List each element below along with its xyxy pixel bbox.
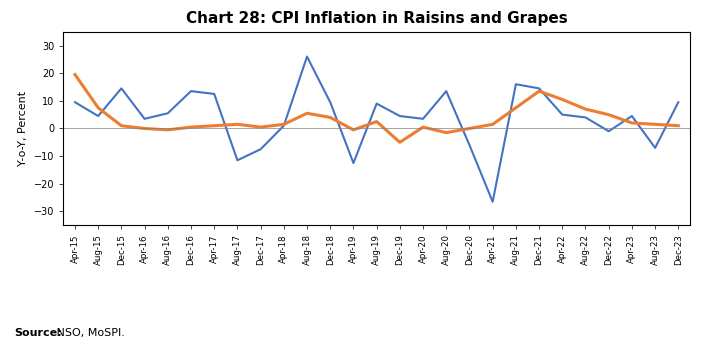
Grapes CPI Y-o-Y bbox=[279, 124, 288, 128]
Raisin CPI Y-o-Y bbox=[674, 124, 683, 128]
Raisin CPI Y-o-Y bbox=[187, 125, 195, 129]
Raisin CPI Y-o-Y bbox=[512, 106, 520, 110]
Grapes CPI Y-o-Y bbox=[210, 92, 218, 96]
Raisin CPI Y-o-Y bbox=[303, 111, 311, 115]
Text: Source:: Source: bbox=[14, 328, 62, 338]
Grapes CPI Y-o-Y bbox=[349, 161, 358, 165]
Grapes CPI Y-o-Y bbox=[512, 82, 520, 86]
Grapes CPI Y-o-Y bbox=[372, 101, 381, 106]
Raisin CPI Y-o-Y bbox=[489, 122, 497, 126]
Raisin CPI Y-o-Y bbox=[535, 89, 543, 93]
Line: Grapes CPI Y-o-Y: Grapes CPI Y-o-Y bbox=[75, 57, 679, 202]
Raisin CPI Y-o-Y bbox=[442, 131, 451, 135]
Raisin CPI Y-o-Y bbox=[349, 128, 358, 132]
Raisin CPI Y-o-Y bbox=[582, 107, 590, 111]
Grapes CPI Y-o-Y bbox=[674, 100, 683, 104]
Grapes CPI Y-o-Y bbox=[70, 100, 79, 104]
Raisin CPI Y-o-Y bbox=[210, 124, 218, 128]
Raisin CPI Y-o-Y bbox=[628, 121, 636, 125]
Raisin CPI Y-o-Y bbox=[70, 73, 79, 77]
Grapes CPI Y-o-Y bbox=[489, 200, 497, 204]
Grapes CPI Y-o-Y bbox=[442, 89, 451, 93]
Title: Chart 28: CPI Inflation in Raisins and Grapes: Chart 28: CPI Inflation in Raisins and G… bbox=[186, 11, 567, 26]
Raisin CPI Y-o-Y bbox=[605, 113, 613, 117]
Grapes CPI Y-o-Y bbox=[419, 117, 427, 121]
Raisin CPI Y-o-Y bbox=[163, 128, 172, 132]
Text: NSO, MoSPI.: NSO, MoSPI. bbox=[53, 328, 125, 338]
Grapes CPI Y-o-Y bbox=[256, 147, 265, 151]
Raisin CPI Y-o-Y bbox=[465, 126, 474, 131]
Raisin CPI Y-o-Y bbox=[326, 115, 334, 120]
Grapes CPI Y-o-Y bbox=[558, 113, 567, 117]
Grapes CPI Y-o-Y bbox=[582, 115, 590, 120]
Raisin CPI Y-o-Y bbox=[94, 106, 102, 110]
Grapes CPI Y-o-Y bbox=[94, 114, 102, 118]
Raisin CPI Y-o-Y bbox=[396, 140, 404, 144]
Grapes CPI Y-o-Y bbox=[605, 129, 613, 133]
Grapes CPI Y-o-Y bbox=[303, 55, 311, 59]
Raisin CPI Y-o-Y bbox=[651, 122, 660, 126]
Raisin CPI Y-o-Y bbox=[372, 119, 381, 124]
Grapes CPI Y-o-Y bbox=[396, 114, 404, 118]
Raisin CPI Y-o-Y bbox=[419, 125, 427, 129]
Grapes CPI Y-o-Y bbox=[187, 89, 195, 93]
Grapes CPI Y-o-Y bbox=[233, 158, 241, 162]
Raisin CPI Y-o-Y bbox=[233, 122, 241, 126]
Grapes CPI Y-o-Y bbox=[326, 100, 334, 104]
Grapes CPI Y-o-Y bbox=[535, 86, 543, 90]
Grapes CPI Y-o-Y bbox=[651, 146, 660, 150]
Grapes CPI Y-o-Y bbox=[140, 117, 149, 121]
Line: Raisin CPI Y-o-Y: Raisin CPI Y-o-Y bbox=[75, 75, 679, 142]
Raisin CPI Y-o-Y bbox=[117, 124, 125, 128]
Grapes CPI Y-o-Y bbox=[117, 86, 125, 90]
Grapes CPI Y-o-Y bbox=[163, 111, 172, 115]
Raisin CPI Y-o-Y bbox=[558, 98, 567, 102]
Raisin CPI Y-o-Y bbox=[140, 126, 149, 131]
Raisin CPI Y-o-Y bbox=[256, 125, 265, 129]
Y-axis label: Y-o-Y, Percent: Y-o-Y, Percent bbox=[18, 91, 28, 166]
Grapes CPI Y-o-Y bbox=[465, 143, 474, 147]
Raisin CPI Y-o-Y bbox=[279, 122, 288, 126]
Grapes CPI Y-o-Y bbox=[628, 114, 636, 118]
